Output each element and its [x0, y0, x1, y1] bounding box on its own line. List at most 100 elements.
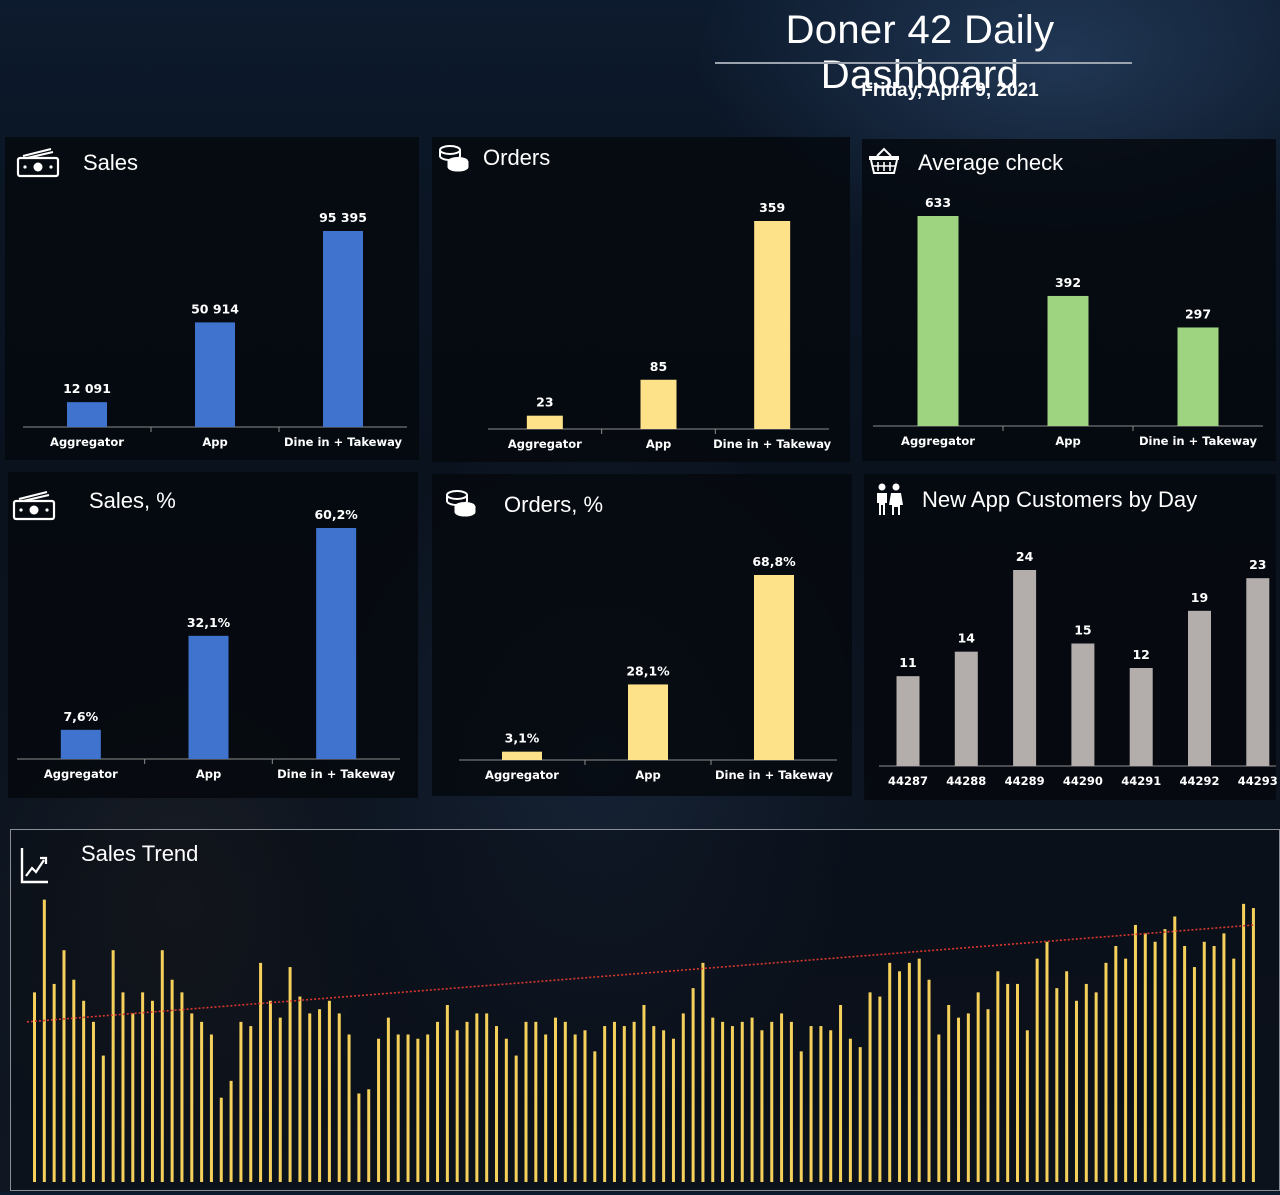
trend-bar: [219, 1097, 223, 1182]
orders-pct-title: Orders, %: [504, 492, 604, 517]
trend-bar: [789, 1021, 793, 1182]
data-label: 7,6%: [63, 709, 98, 724]
x-tick-label: Dine in + Takeway: [715, 768, 834, 782]
x-tick-label: App: [196, 767, 221, 781]
x-tick-label: 44289: [1005, 774, 1045, 788]
average-check-chart: 633 Aggregator 392 App 297 Dine in + Takeway: [873, 195, 1263, 448]
trend-bar: [612, 1021, 616, 1182]
trend-bar: [966, 1013, 970, 1182]
trend-bar: [1016, 983, 1019, 1182]
trend-bar: [1133, 924, 1137, 1182]
bar: [502, 751, 542, 760]
x-tick-label: Dine in + Takeway: [1139, 434, 1258, 448]
trend-bar: [622, 1026, 626, 1182]
trend-bar: [495, 1026, 499, 1182]
trend-bar: [780, 1013, 784, 1182]
orders-pct-panel: Orders, % 3,1% Aggregator 28,1% App 68,8% Din…: [432, 474, 852, 796]
trend-bar: [996, 971, 1000, 1182]
trend-bar: [1104, 962, 1108, 1182]
trend-bar: [976, 992, 980, 1182]
orders-title: Orders: [483, 145, 551, 170]
trend-bar: [239, 1021, 243, 1182]
bar: [896, 676, 920, 766]
report-date: Friday, April 9, 2021: [861, 80, 1039, 101]
trend-bar: [1192, 967, 1196, 1182]
trend-bar: [662, 1030, 666, 1182]
trend-bar: [209, 1034, 213, 1182]
bar: [1188, 610, 1211, 766]
trend-bar: [72, 979, 76, 1182]
trend-bar: [308, 1013, 312, 1182]
x-tick-label: App: [202, 435, 227, 449]
x-tick-label: 44287: [888, 774, 928, 788]
trend-bar: [327, 1000, 331, 1182]
orders-chart: 23 Aggregator 85 App 359 Dine in + Takeway: [488, 200, 832, 451]
sales-pct-chart: 7,6% Aggregator 32,1% App 60,2% Dine in + Tak…: [17, 507, 400, 781]
x-tick-label: 44293: [1238, 774, 1278, 788]
data-label: 85: [650, 359, 667, 374]
trend-bar: [475, 1013, 479, 1182]
average-check-title: Average check: [918, 150, 1064, 175]
trend-bar: [848, 1038, 852, 1182]
trend-bar: [141, 992, 145, 1182]
trend-bar: [927, 979, 931, 1182]
bar: [316, 528, 357, 759]
trend-bar: [1202, 941, 1206, 1182]
average-check-panel: Average check 633 Aggregator 392 App 297 Dine…: [862, 139, 1276, 461]
trend-bar: [1232, 958, 1236, 1182]
x-tick-label: Aggregator: [901, 434, 975, 448]
x-tick-label: Dine in + Takeway: [713, 437, 832, 451]
trend-bar: [730, 1026, 734, 1182]
trend-bar: [455, 1030, 459, 1182]
trend-bar: [504, 1038, 508, 1182]
trend-bar: [563, 1021, 567, 1182]
trend-bar: [150, 1000, 154, 1182]
data-label: 11: [899, 655, 916, 670]
trend-bar: [721, 1021, 725, 1182]
trend-bar: [740, 1021, 744, 1182]
trend-bar: [288, 967, 292, 1182]
x-tick-label: 44288: [946, 774, 986, 788]
trend-bar: [485, 1013, 489, 1182]
sales-trend-panel: Sales Trend: [10, 829, 1280, 1191]
trend-bar: [750, 1017, 754, 1182]
orders-panel: Orders 23 Aggregator 85 App 359 Dine in + Tak…: [432, 137, 850, 462]
trend-bar: [190, 1013, 194, 1182]
bar: [1071, 643, 1095, 766]
trend-bar: [318, 1009, 322, 1182]
bar: [1177, 327, 1219, 426]
bar: [188, 635, 229, 759]
trend-bar: [770, 1021, 774, 1182]
bar: [1013, 570, 1037, 766]
trend-bar: [52, 983, 56, 1182]
trend-bar: [131, 1013, 135, 1182]
trend-bar: [957, 1017, 961, 1182]
new-customers-title: New App Customers by Day: [922, 487, 1198, 512]
trend-bar: [1045, 941, 1049, 1182]
coins-icon: [436, 141, 472, 178]
trend-bar: [367, 1089, 371, 1182]
trend-bar: [701, 962, 705, 1182]
trend-chart-icon: [20, 846, 50, 889]
trend-bar: [33, 992, 36, 1182]
trend-line: [26, 924, 1255, 1023]
sales-trend-chart: [26, 899, 1255, 1182]
trend-bar: [917, 958, 921, 1182]
data-label: 633: [925, 195, 951, 210]
data-label: 392: [1055, 275, 1081, 290]
bar: [754, 221, 791, 429]
trend-bar: [1114, 946, 1118, 1182]
trend-bar: [200, 1021, 204, 1182]
trend-bar: [1055, 988, 1059, 1182]
x-tick-label: App: [1055, 434, 1080, 448]
data-label: 95 395: [319, 210, 367, 225]
trend-bar: [819, 1026, 823, 1182]
trend-bar: [406, 1034, 410, 1182]
data-label: 50 914: [191, 301, 239, 316]
trend-bar: [652, 1026, 656, 1182]
trend-bar: [711, 1017, 715, 1182]
trend-bar: [42, 899, 46, 1182]
trend-bar: [82, 1000, 86, 1182]
trend-bar: [347, 1034, 351, 1182]
data-label: 3,1%: [505, 731, 540, 746]
